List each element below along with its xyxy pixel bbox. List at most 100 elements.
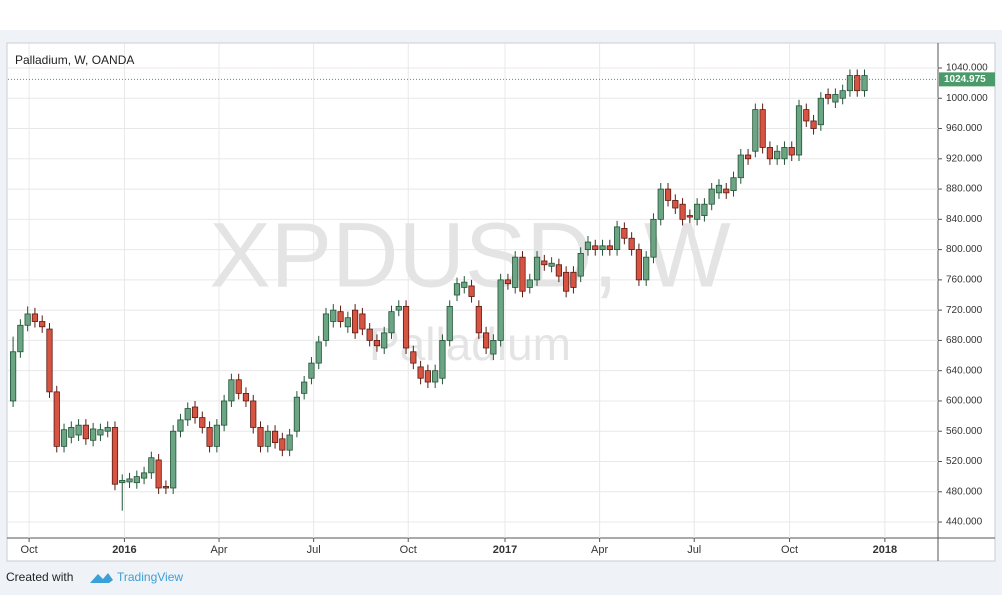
- last-price-box: [939, 72, 995, 87]
- candles: [9, 69, 868, 511]
- candle-body: [723, 188, 730, 194]
- candle-body: [344, 317, 351, 328]
- candle-body: [366, 328, 373, 341]
- candle-body: [672, 200, 679, 209]
- candle-body: [846, 75, 854, 92]
- candle-body: [213, 424, 220, 447]
- candle-body: [286, 434, 293, 451]
- candle-body: [468, 285, 475, 297]
- x-tick-label: Jul: [307, 544, 321, 556]
- candle-body: [388, 311, 395, 334]
- candle-body: [657, 188, 664, 220]
- footer-created-with: Created with: [6, 570, 73, 584]
- candle-body: [650, 218, 657, 258]
- x-tick-label: Oct: [781, 544, 798, 556]
- chart-title: Palladium, W, OANDA: [15, 53, 134, 67]
- y-tick-label: 960.000: [946, 123, 983, 134]
- candle-body: [643, 256, 650, 281]
- y-tick-label: 480.000: [946, 486, 983, 497]
- y-tick-label: 520.000: [946, 456, 983, 467]
- candle-body: [621, 228, 628, 239]
- y-tick-label: 920.000: [946, 153, 983, 164]
- candle-body: [184, 408, 191, 421]
- candle-body: [810, 120, 817, 129]
- candle-body: [512, 256, 519, 288]
- candle-body: [730, 177, 737, 191]
- x-tick-label: Apr: [591, 544, 608, 556]
- candle-body: [133, 476, 140, 484]
- y-tick-label: 560.000: [946, 426, 983, 437]
- candle-body: [228, 379, 235, 402]
- candle-body: [446, 305, 453, 341]
- candle-body: [533, 256, 541, 281]
- candle-body: [635, 249, 643, 281]
- candle-body: [75, 424, 82, 436]
- candle-body: [432, 370, 439, 383]
- candle-body: [541, 260, 548, 266]
- candle-body: [250, 400, 257, 428]
- candle-body: [752, 109, 759, 152]
- x-tick-label: Apr: [210, 544, 227, 556]
- candle-body: [352, 309, 359, 334]
- y-tick-label: 1040.000: [946, 63, 988, 74]
- candle-body: [31, 313, 39, 322]
- candle-body: [664, 188, 672, 201]
- candle-body: [111, 427, 119, 485]
- candle-body: [17, 324, 24, 353]
- candle-body: [39, 321, 46, 328]
- candle-body: [817, 97, 824, 126]
- candle-body: [781, 147, 788, 160]
- candle-body: [861, 75, 868, 92]
- y-tick-label: 640.000: [946, 365, 983, 376]
- candle-body: [24, 313, 31, 326]
- candle-body: [381, 332, 388, 349]
- candle-body: [482, 332, 490, 349]
- candle-body: [854, 75, 861, 92]
- candle-body: [759, 109, 766, 148]
- candle-body: [119, 480, 126, 484]
- candle-body: [90, 428, 97, 441]
- candle-body: [803, 109, 810, 122]
- candle-body: [577, 252, 584, 277]
- candle-body: [264, 430, 271, 447]
- x-tick-label: 2017: [493, 544, 517, 556]
- candle-body: [701, 203, 708, 216]
- x-tick-label: 2016: [112, 544, 136, 556]
- candle-body: [162, 486, 170, 489]
- candle-body: [526, 279, 533, 288]
- candle-body: [330, 309, 337, 322]
- candle-body: [606, 245, 613, 251]
- y-tick-label: 800.000: [946, 244, 983, 255]
- candle-body: [126, 478, 133, 483]
- candle-body: [359, 313, 366, 330]
- candle-body: [715, 184, 723, 194]
- candle-body: [206, 427, 213, 447]
- candle-body: [497, 279, 504, 341]
- candle-body: [221, 400, 228, 426]
- candle-body: [235, 379, 242, 394]
- candle-body: [708, 188, 715, 205]
- x-tick-label: Jul: [687, 544, 701, 556]
- y-tick-label: 720.000: [946, 305, 983, 316]
- top-bar: [0, 0, 1002, 30]
- y-tick-label: 880.000: [946, 184, 983, 195]
- candle-body: [279, 438, 286, 451]
- footer-brand[interactable]: TradingView: [117, 570, 183, 584]
- candle-body: [490, 340, 497, 355]
- candle-body: [570, 271, 577, 288]
- candle-body: [832, 94, 839, 103]
- y-tick-label: 1000.000: [946, 93, 988, 104]
- grid: [8, 44, 938, 538]
- candle-body: [417, 366, 424, 379]
- candle-body: [737, 154, 744, 179]
- candle-body: [788, 147, 795, 156]
- y-tick-label: 760.000: [946, 275, 983, 286]
- candle-body: [839, 90, 846, 99]
- candle-body: [315, 341, 322, 364]
- candle-body: [679, 203, 686, 220]
- candle-body: [628, 237, 635, 251]
- separator: [0, 30, 1002, 38]
- candle-body: [410, 351, 417, 364]
